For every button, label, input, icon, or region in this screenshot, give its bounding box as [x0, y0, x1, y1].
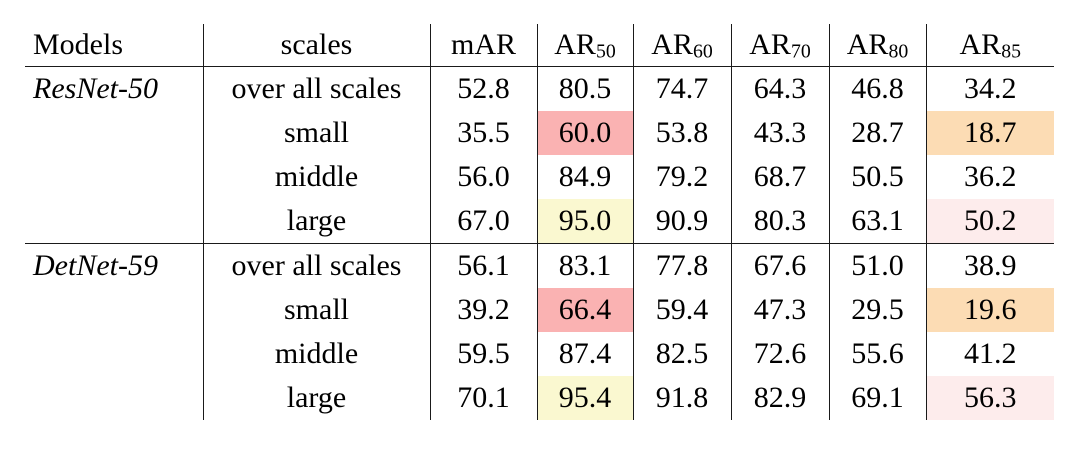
value-cell-highlight-yellow: 95.4	[536, 376, 633, 420]
table-row: middle 56.0 84.9 79.2 68.7 50.5 36.2	[25, 155, 1054, 199]
value-cell: 72.6	[730, 332, 829, 376]
scale-cell: over all scales	[202, 66, 430, 111]
table-row: large 67.0 95.0 90.9 80.3 63.1 50.2	[25, 199, 1054, 244]
value-cell: 55.6	[828, 332, 926, 376]
value-cell-highlight-pink: 56.3	[925, 376, 1054, 420]
value-cell: 51.0	[828, 243, 926, 288]
model-cell	[25, 199, 203, 244]
column-label: mAR	[450, 28, 516, 61]
column-label: AR	[749, 28, 791, 61]
value-cell: 52.8	[429, 66, 537, 111]
table-row: ResNet-50 over all scales 52.8 80.5 74.7 64.3…	[25, 66, 1054, 111]
header-row: Models scales mAR AR50 AR60 AR70 AR80 AR85	[25, 24, 1054, 67]
value-cell-highlight-orange: 18.7	[925, 111, 1054, 155]
column-header-models: Models	[25, 24, 203, 67]
value-cell: 69.1	[828, 376, 926, 420]
column-subscript: 80	[888, 40, 909, 63]
table-row: middle 59.5 87.4 82.5 72.6 55.6 41.2	[25, 332, 1054, 376]
value-cell: 47.3	[730, 288, 829, 332]
value-cell: 80.3	[730, 199, 829, 244]
value-cell: 80.5	[536, 66, 633, 111]
value-cell: 34.2	[925, 66, 1054, 111]
scale-cell: small	[202, 288, 430, 332]
value-cell: 50.5	[828, 155, 926, 199]
model-cell: DetNet-59	[25, 243, 203, 288]
value-cell: 53.8	[632, 111, 731, 155]
value-cell-highlight-red: 66.4	[536, 288, 633, 332]
column-header-ar60: AR60	[632, 24, 731, 67]
value-cell: 59.5	[429, 332, 537, 376]
value-cell-highlight-yellow: 95.0	[536, 199, 633, 244]
value-cell: 90.9	[632, 199, 731, 244]
model-cell	[25, 288, 203, 332]
value-cell: 64.3	[730, 66, 829, 111]
column-subscript: 70	[790, 40, 811, 63]
scale-cell: large	[202, 199, 430, 244]
value-cell: 35.5	[429, 111, 537, 155]
table-header: Models scales mAR AR50 AR60 AR70 AR80 AR85	[25, 24, 1054, 67]
column-label: AR	[651, 28, 693, 61]
table-row: small 39.2 66.4 59.4 47.3 29.5 19.6	[25, 288, 1054, 332]
column-subscript: 50	[595, 40, 616, 63]
table-row: DetNet-59 over all scales 56.1 83.1 77.8 67.6…	[25, 243, 1054, 288]
column-subscript: 60	[692, 40, 713, 63]
value-cell: 68.7	[730, 155, 829, 199]
column-header-ar85: AR85	[925, 24, 1054, 67]
value-cell: 28.7	[828, 111, 926, 155]
model-cell: ResNet-50	[33, 72, 158, 105]
model-cell	[25, 332, 203, 376]
value-cell: 82.9	[730, 376, 829, 420]
results-table: Models scales mAR AR50 AR60 AR70 AR80 AR85 ResN…	[25, 24, 1054, 420]
value-cell: 83.1	[536, 243, 633, 288]
column-label: AR	[959, 28, 1002, 61]
model-cell	[25, 376, 203, 420]
column-header-mar: mAR	[429, 24, 537, 67]
column-label: Models	[33, 28, 123, 61]
value-cell: 29.5	[828, 288, 926, 332]
model-cell	[25, 155, 203, 199]
column-header-ar70: AR70	[730, 24, 829, 67]
column-header-scales: scales	[202, 24, 430, 67]
column-header-ar50: AR50	[536, 24, 633, 67]
value-cell: 59.4	[632, 288, 731, 332]
column-label: AR	[554, 28, 596, 61]
column-header-ar80: AR80	[828, 24, 926, 67]
value-cell: 77.8	[632, 243, 731, 288]
scale-cell: over all scales	[202, 243, 430, 288]
value-cell: 82.5	[632, 332, 731, 376]
value-cell-highlight-orange: 19.6	[925, 288, 1054, 332]
value-cell: 74.7	[632, 66, 731, 111]
value-cell: 41.2	[925, 332, 1054, 376]
scale-cell: middle	[202, 332, 430, 376]
column-label: AR	[846, 28, 889, 61]
scale-cell: middle	[202, 155, 430, 199]
model-cell	[25, 111, 203, 155]
value-cell-highlight-pink: 50.2	[925, 199, 1054, 244]
column-label: scales	[280, 28, 353, 61]
scale-cell: small	[202, 111, 430, 155]
value-cell: 87.4	[536, 332, 633, 376]
table-body: ResNet-50 over all scales 52.8 80.5 74.7 64.3…	[25, 66, 1054, 420]
table-row: large 70.1 95.4 91.8 82.9 69.1 56.3	[25, 376, 1054, 420]
value-cell: 46.8	[828, 66, 926, 111]
value-cell: 67.6	[730, 243, 829, 288]
value-cell: 67.0	[429, 199, 537, 244]
value-cell: 91.8	[632, 376, 731, 420]
value-cell: 38.9	[925, 243, 1054, 288]
paper-table-page: Models scales mAR AR50 AR60 AR70 AR80 AR85 ResN…	[25, 24, 1054, 420]
value-cell: 79.2	[632, 155, 731, 199]
table-row: small 35.5 60.0 53.8 43.3 28.7 18.7	[25, 111, 1054, 155]
value-cell: 63.1	[828, 199, 926, 244]
value-cell: 43.3	[730, 111, 829, 155]
column-subscript: 85	[1001, 40, 1021, 63]
scale-cell: large	[202, 376, 430, 420]
value-cell-highlight-red: 60.0	[536, 111, 633, 155]
value-cell: 56.0	[429, 155, 537, 199]
value-cell: 56.1	[429, 243, 537, 288]
value-cell: 36.2	[925, 155, 1054, 199]
value-cell: 84.9	[536, 155, 633, 199]
value-cell: 39.2	[429, 288, 537, 332]
value-cell: 70.1	[429, 376, 537, 420]
